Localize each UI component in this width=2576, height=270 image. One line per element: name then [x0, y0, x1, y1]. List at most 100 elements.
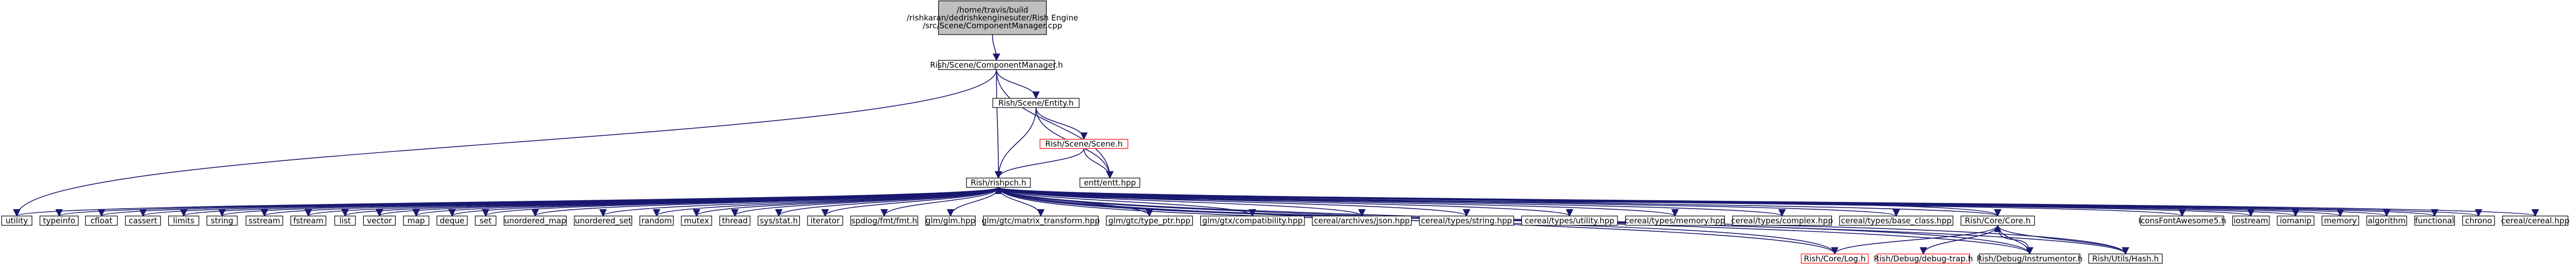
- node-spdlog[interactable]: spdlog/fmt/fmt.h: [850, 215, 918, 226]
- node-set[interactable]: set: [475, 215, 497, 226]
- node-box-cutility: [1521, 215, 1618, 226]
- node-hash[interactable]: Rish/Utils/Hash.h: [2088, 253, 2163, 264]
- node-box-limits: [168, 215, 200, 226]
- node-vector[interactable]: vector: [363, 215, 396, 226]
- node-map[interactable]: map: [403, 215, 430, 226]
- node-core[interactable]: Rish/Core/Core.h: [1960, 215, 2035, 226]
- node-box-map: [403, 215, 430, 226]
- node-label-glm: glm/glm.hpp: [926, 216, 975, 225]
- node-box-string: [206, 215, 238, 226]
- node-box-scene: [1039, 138, 1128, 149]
- node-box-spdlog: [850, 215, 918, 226]
- node-box-algorithm: [2366, 215, 2407, 226]
- node-limits[interactable]: limits: [168, 215, 200, 226]
- node-iostream[interactable]: iostream: [2232, 215, 2270, 226]
- node-label-entity: Rish/Scene/Entity.h: [998, 98, 1074, 107]
- node-box-memory: [2321, 215, 2360, 226]
- node-fstream[interactable]: fstream: [290, 215, 327, 226]
- node-log[interactable]: Rish/Core/Log.h: [1801, 253, 1869, 264]
- node-box-core: [1960, 215, 2035, 226]
- node-label-fstream: fstream: [293, 216, 323, 225]
- node-label-utility: utility: [6, 216, 28, 225]
- node-glmmat[interactable]: glm/gtc/matrix_transform.hpp: [982, 215, 1100, 226]
- node-rishpch[interactable]: Rish/rishpch.h: [966, 177, 1031, 188]
- node-ccomplex[interactable]: cereal/types/complex.hpp: [1731, 215, 1833, 226]
- edge-root-to-cm: [992, 34, 1001, 61]
- node-sysstat[interactable]: sys/stat.h: [757, 215, 800, 226]
- node-box-rishpch: [966, 177, 1031, 188]
- node-scene[interactable]: Rish/Scene/Scene.h: [1039, 138, 1128, 149]
- node-cfloat[interactable]: cfloat: [85, 215, 118, 226]
- node-cutility[interactable]: cereal/types/utility.hpp: [1521, 215, 1618, 226]
- node-cjson[interactable]: cereal/archives/json.hpp: [1312, 215, 1412, 226]
- node-dbgtrap[interactable]: Rish/Debug/debug-trap.h: [1874, 253, 1973, 264]
- edge-core-to-rishpch: [995, 186, 1998, 217]
- node-sstream[interactable]: sstream: [245, 215, 284, 226]
- node-uset[interactable]: unordered_set: [574, 215, 633, 226]
- node-label-cmemory: cereal/types/memory.hpp: [1625, 216, 1725, 225]
- node-box-iterator: [807, 215, 843, 226]
- node-deque[interactable]: deque: [437, 215, 468, 226]
- node-label-list: list: [339, 216, 351, 225]
- node-label-cstring: cereal/types/string.hpp: [1421, 216, 1512, 225]
- node-utility[interactable]: utility: [1, 215, 32, 226]
- node-cereal[interactable]: cereal/cereal.hpp: [2501, 215, 2569, 226]
- node-instr[interactable]: Rish/Debug/Instrumentor.h: [1977, 253, 2083, 264]
- node-memory[interactable]: memory: [2321, 215, 2360, 226]
- node-label-cbase: cereal/types/base_class.hpp: [1841, 216, 1951, 226]
- node-entt[interactable]: entt/entt.hpp: [1079, 177, 1140, 188]
- node-label-ccomplex: cereal/types/complex.hpp: [1731, 216, 1833, 225]
- node-box-chrono: [2462, 215, 2495, 226]
- node-box-cm: [938, 60, 1055, 70]
- node-box-iostream: [2232, 215, 2270, 226]
- node-label-typeinfo: typeinfo: [43, 216, 75, 225]
- node-chrono[interactable]: chrono: [2462, 215, 2495, 226]
- node-thread[interactable]: thread: [719, 215, 751, 226]
- node-entity[interactable]: Rish/Scene/Entity.h: [992, 98, 1080, 108]
- node-list[interactable]: list: [334, 215, 356, 226]
- edge-core-to-log: [1831, 225, 1998, 255]
- node-iomanip[interactable]: iomanip: [2277, 215, 2314, 226]
- node-label-deque: deque: [440, 216, 464, 225]
- edge-instr-to-rishpch: [995, 186, 2030, 254]
- node-glmptr[interactable]: glm/gtc/type_ptr.hpp: [1106, 215, 1193, 226]
- node-cbase[interactable]: cereal/types/base_class.hpp: [1839, 215, 1953, 226]
- node-label-core: Rish/Core/Core.h: [1965, 216, 2031, 225]
- node-box-dbgtrap: [1876, 253, 1970, 264]
- node-iconfont[interactable]: IconsFontAwesome5.h: [2138, 215, 2226, 226]
- node-label-iostream: iostream: [2234, 216, 2268, 225]
- node-box-glm: [925, 215, 976, 226]
- node-root[interactable]: /home/travis/build/rishkaran/dedrishkeng…: [907, 1, 1078, 35]
- edge-cm-to-rishpch: [994, 69, 1003, 179]
- node-label-glmmat: glm/gtc/matrix_transform.hpp: [982, 216, 1100, 226]
- node-label-root-0: /home/travis/build: [957, 5, 1028, 15]
- edge-rishpch-to-umap: [531, 187, 999, 217]
- edge-core-to-dbgtrap: [1919, 225, 1998, 255]
- node-iterator[interactable]: iterator: [807, 215, 843, 226]
- node-random[interactable]: random: [639, 215, 674, 226]
- node-label-instr: Rish/Debug/Instrumentor.h: [1977, 254, 2083, 263]
- node-label-glmcompat: glm/gtx/compatibility.hpp: [1202, 216, 1302, 225]
- node-cmemory[interactable]: cereal/types/memory.hpp: [1625, 215, 1725, 226]
- node-functional[interactable]: functional: [2414, 215, 2455, 226]
- node-box-uset: [574, 215, 633, 226]
- node-umap[interactable]: unordered_map: [504, 215, 567, 226]
- node-glm[interactable]: glm/glm.hpp: [925, 215, 976, 226]
- node-box-list: [334, 215, 356, 226]
- node-cstring[interactable]: cereal/types/string.hpp: [1419, 215, 1514, 226]
- node-box-mutex: [681, 215, 712, 226]
- node-label-cereal: cereal/cereal.hpp: [2501, 216, 2569, 225]
- node-algorithm[interactable]: algorithm: [2366, 215, 2407, 226]
- node-label-map: map: [407, 216, 425, 225]
- node-typeinfo[interactable]: typeinfo: [39, 215, 79, 226]
- node-label-cfloat: cfloat: [91, 216, 113, 225]
- node-cassert[interactable]: cassert: [125, 215, 161, 226]
- node-glmcompat[interactable]: glm/gtx/compatibility.hpp: [1200, 215, 1305, 226]
- node-mutex[interactable]: mutex: [681, 215, 712, 226]
- edge-rishpch-to-sysstat: [775, 187, 999, 217]
- node-string[interactable]: string: [206, 215, 238, 226]
- node-label-umap: unordered_map: [504, 216, 566, 226]
- node-cm[interactable]: Rish/Scene/ComponentManager.h: [930, 60, 1063, 70]
- node-box-cbase: [1839, 215, 1953, 226]
